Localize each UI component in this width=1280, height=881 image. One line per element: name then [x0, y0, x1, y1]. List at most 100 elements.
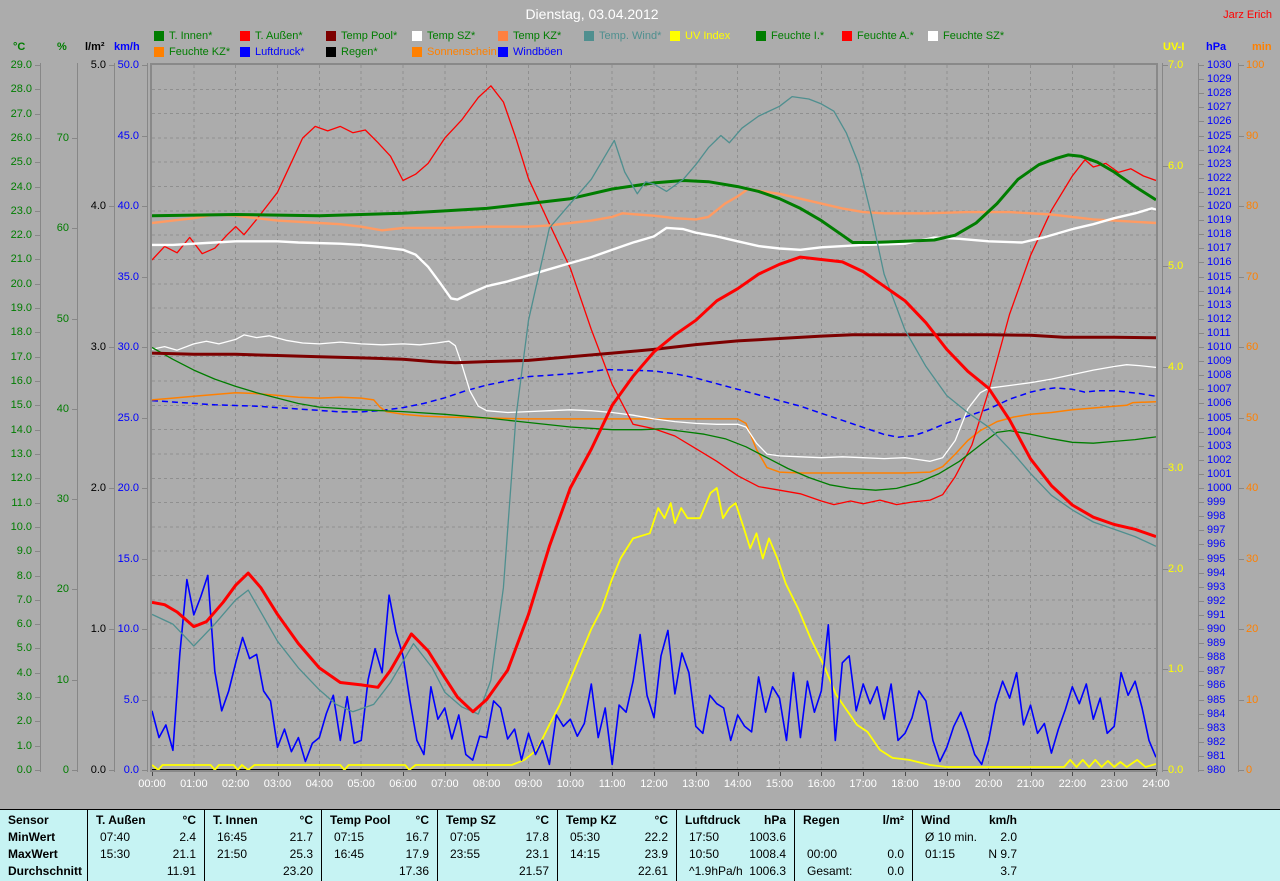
- axis-tick: [1198, 93, 1204, 94]
- axis-tick: [35, 235, 41, 236]
- legend-swatch: [584, 30, 594, 41]
- legend-item: Temp SZ*: [412, 28, 498, 43]
- legend-swatch: [412, 30, 422, 41]
- table-row: 07:15 16.7: [322, 829, 437, 846]
- x-tick: [780, 772, 781, 776]
- table-cell-value: 1008.4: [749, 847, 786, 861]
- x-tick-label: 21:00: [1016, 778, 1045, 790]
- x-tick-label: 04:00: [305, 778, 334, 790]
- axis-tick: [1198, 770, 1204, 771]
- axis-tick: [1198, 742, 1204, 743]
- axis-tick: [1198, 65, 1204, 66]
- legend-swatch: [240, 30, 250, 41]
- axis-tick: [1198, 79, 1204, 80]
- axis-tick-label: 1012: [1207, 313, 1232, 325]
- axis-tick: [142, 700, 148, 701]
- legend-label: T. Außen*: [255, 29, 303, 42]
- table-cell-time: [213, 863, 217, 880]
- axis-tick: [1198, 347, 1204, 348]
- table-sensor-group: Temp SZ °C 07:05 17.8 23:55 23.1 21.57: [438, 810, 558, 881]
- axis-tick-label: 10.0: [10, 521, 32, 533]
- axis-tick: [1162, 669, 1168, 670]
- axis-tick: [35, 721, 41, 722]
- table-sensor-group: Wind km/h Ø 10 min. 2.0 01:15 N 9.7 3.7: [913, 810, 1280, 881]
- axis-tick-label: 4.0: [1168, 361, 1184, 373]
- axis-tick-label: 1.0: [90, 623, 106, 635]
- series-t-au-en: [151, 255, 1157, 714]
- x-tick-label: 11:00: [598, 778, 626, 790]
- x-tick-label: 23:00: [1100, 778, 1128, 790]
- table-row: 16:45 17.9: [322, 846, 437, 863]
- axis-tick: [109, 629, 115, 630]
- axis-tick-label: 998: [1207, 510, 1226, 522]
- x-tick-label: 17:00: [849, 778, 877, 790]
- x-tick-label: 10:00: [556, 778, 585, 790]
- table-sensor-group: Temp Pool °C 07:15 16.7 16:45 17.9 17.36: [322, 810, 438, 881]
- axis-title-uv: UV-I: [1163, 41, 1185, 53]
- table-sensor-name: Temp SZ: [446, 813, 496, 827]
- axis-tick: [1238, 65, 1244, 66]
- axis-tick-label: 3.0: [1168, 462, 1184, 474]
- axis-tick: [142, 559, 148, 560]
- table-cell-value: 1003.6: [749, 830, 786, 844]
- axis-tick-label: 20.0: [10, 278, 32, 290]
- x-tick: [947, 772, 948, 776]
- axis-tick-label: 1.0: [1168, 663, 1184, 675]
- x-tick-label: 03:00: [263, 778, 292, 790]
- axis-tick-label: 1007: [1207, 383, 1232, 395]
- series-feuchte-a: [151, 85, 1157, 506]
- axis-tick: [1198, 375, 1204, 376]
- axis-tick-label: 6.0: [16, 618, 32, 630]
- table-cell-time: [566, 863, 570, 880]
- axis-tick-label: 40.0: [117, 200, 139, 212]
- series-luftdruck: [151, 368, 1157, 438]
- axis-tick: [1198, 615, 1204, 616]
- x-tick: [863, 772, 864, 776]
- table-row: 21:50 25.3: [205, 846, 321, 863]
- axis-tick: [35, 697, 41, 698]
- table-cell-value: N 9.7: [988, 847, 1017, 861]
- table-cell-value: 22.2: [644, 830, 668, 844]
- table-sensor-unit: km/h: [988, 813, 1017, 827]
- legend-label: Feuchte KZ*: [169, 45, 231, 58]
- axis-tick-label: 90: [1246, 130, 1259, 142]
- table-cell-value: 17.8: [525, 830, 549, 844]
- axis-tick: [142, 65, 148, 66]
- axis-tick-label: 28.0: [10, 83, 32, 95]
- axis-tick: [1198, 474, 1204, 475]
- table-cell-time: 16:45: [217, 830, 248, 844]
- axis-tick: [1198, 446, 1204, 447]
- legend-item: Temp Pool*: [326, 28, 412, 43]
- series-feuchte-sz: [151, 334, 1157, 462]
- table-cell-value: 2.4: [179, 830, 196, 844]
- axis-tick-label: 986: [1207, 679, 1226, 691]
- legend-label: Temp KZ*: [513, 29, 562, 42]
- axis-tick: [35, 624, 41, 625]
- axis-tick-label: 1021: [1207, 186, 1232, 198]
- table-sensor-unit: hPa: [763, 813, 786, 827]
- x-tick: [654, 772, 655, 776]
- table-sensor-header: Temp Pool °C: [322, 812, 437, 829]
- axis-line-uv: [1162, 63, 1163, 772]
- axis-tick-label: 20.0: [117, 482, 139, 494]
- series-temp-wind: [151, 95, 1157, 715]
- axis-tick: [142, 770, 148, 771]
- table-row: 00:00 0.0: [795, 846, 912, 863]
- axis-tick-label: 5.0: [1168, 260, 1184, 272]
- table-sensor-group: Regen l/m² 00:00 0.0 Gesamt: 0.0: [795, 810, 913, 881]
- axis-tick: [35, 381, 41, 382]
- axis-tick: [142, 488, 148, 489]
- axis-tick: [72, 589, 78, 590]
- x-tick: [696, 772, 697, 776]
- table-row-label: Durchschnitt: [8, 864, 83, 878]
- legend-item: Windböen: [498, 44, 584, 59]
- axis-tick: [1198, 361, 1204, 362]
- axis-tick: [72, 770, 78, 771]
- x-tick: [445, 772, 446, 776]
- series-windb-en: [151, 574, 1157, 766]
- x-tick-label: 13:00: [682, 778, 710, 790]
- axis-tick-label: 987: [1207, 665, 1226, 677]
- axis-tick: [1198, 107, 1204, 108]
- table-sensor-group: T. Innen °C 16:45 21.7 21:50 25.3 23.20: [205, 810, 322, 881]
- axis-tick-label: 50: [1246, 412, 1259, 424]
